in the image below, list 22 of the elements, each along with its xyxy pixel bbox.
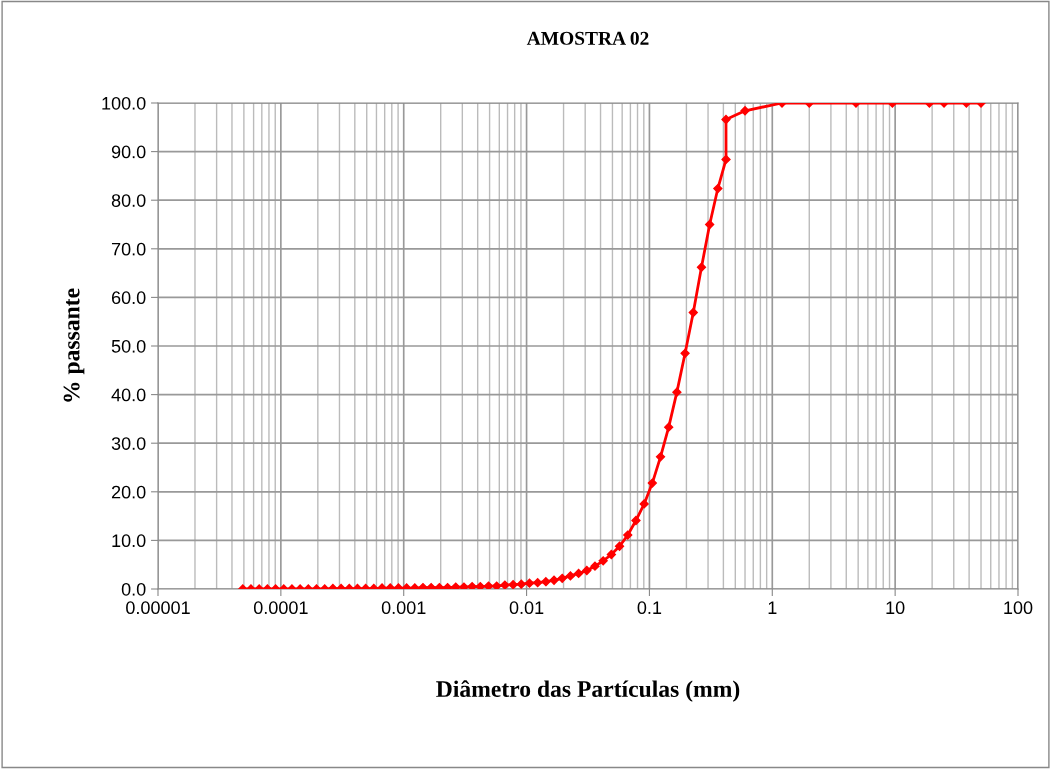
x-tick-label: 10	[886, 601, 905, 615]
y-tick-label: 0.0	[121, 582, 146, 596]
y-tick-label: 70.0	[111, 242, 146, 256]
y-tick-label: 10.0	[112, 534, 146, 548]
y-axis-title: % passante	[63, 288, 85, 402]
y-tick-label: 60.0	[111, 291, 146, 305]
y-tick-label: 20.0	[111, 485, 146, 499]
y-tick-label: 50.0	[111, 339, 146, 353]
x-tick-label: 0.001	[381, 601, 426, 615]
x-tick-label: 0.00001	[126, 601, 190, 615]
x-axis-title: Diâmetro das Partículas (mm)	[436, 680, 740, 702]
y-tick-label: 40.0	[111, 388, 146, 402]
x-tick-label: 100	[1004, 601, 1033, 615]
x-tick-label: 0.0001	[253, 601, 308, 615]
x-tick-label: 0.01	[509, 601, 544, 615]
x-tick-label: 0.1	[637, 601, 662, 615]
chart-title: AMOSTRA 02	[526, 31, 649, 45]
y-tick-label: 80.0	[111, 194, 146, 207]
y-tick-label: 30.0	[111, 437, 146, 450]
y-tick-label: 100.0	[102, 96, 146, 110]
x-tick-label: 1	[768, 601, 777, 614]
y-tick-label: 90.0	[111, 145, 146, 159]
